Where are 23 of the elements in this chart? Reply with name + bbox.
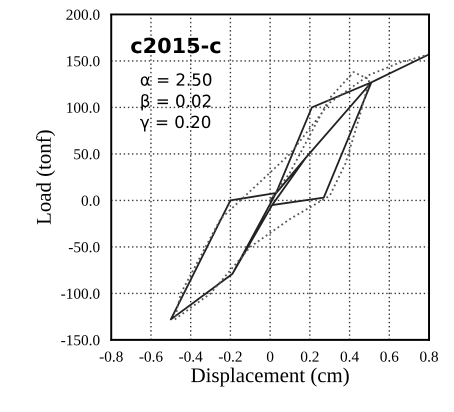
y-axis-title: Load (tonf) [36, 130, 56, 224]
annotation: α = 2.50 [140, 73, 212, 86]
x-axis-title: Displacement (cm) [191, 368, 349, 387]
x-tick-label: -0.2 [218, 351, 242, 362]
x-tick-label: -0.8 [100, 351, 123, 362]
y-tick-label: 100.0 [67, 102, 100, 113]
y-tick-label: -100.0 [61, 288, 100, 299]
x-tick-label: -0.4 [179, 351, 203, 362]
annotation: γ = 0.20 [140, 116, 210, 132]
y-tick-label: 150.0 [67, 56, 100, 66]
y-tick-label: 200.0 [66, 10, 100, 20]
y-tick-label: -50.0 [68, 242, 100, 252]
annotation: β = 0.02 [141, 94, 210, 110]
x-tick-label: 0.8 [420, 351, 438, 362]
y-tick-label: 0.0 [82, 196, 100, 206]
x-tick-label: 0 [266, 351, 274, 362]
y-tick-label: -150.0 [61, 335, 100, 346]
y-tick-label: 50.0 [74, 149, 100, 160]
x-tick-label: 0.2 [300, 351, 319, 362]
annotation: c2015-c [131, 38, 220, 54]
x-tick-label: -0.6 [139, 351, 163, 362]
x-tick-label: 0.4 [340, 351, 359, 362]
x-tick-label: 0.6 [380, 351, 398, 362]
